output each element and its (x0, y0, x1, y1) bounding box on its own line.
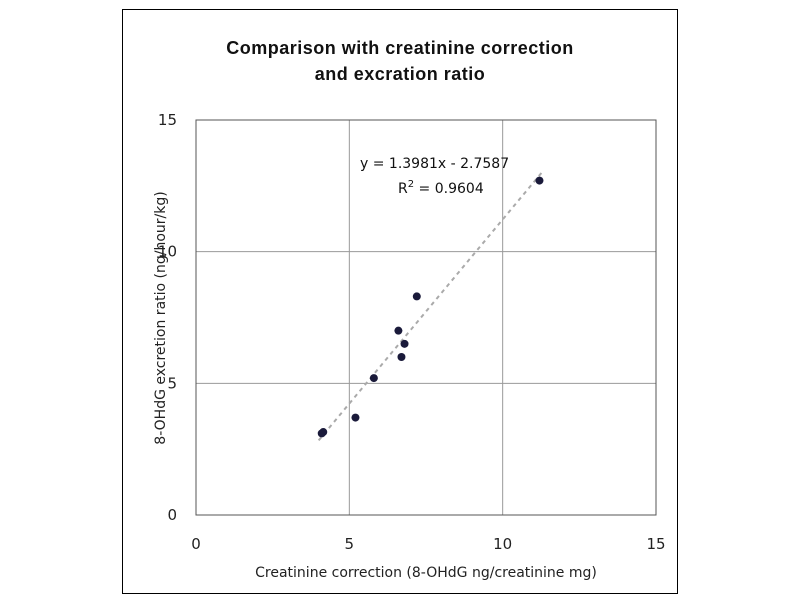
x-axis-label: Creatinine correction (8-OHdG ng/creatin… (255, 565, 597, 581)
data-point (369, 374, 378, 383)
r-squared-label: R2 = 0.9604 (398, 179, 484, 197)
x-tick-label: 5 (345, 535, 355, 553)
data-point (319, 428, 328, 437)
chart-title-line-1: Comparison with creatinine correction (226, 38, 574, 58)
data-point (535, 176, 544, 185)
y-tick-labels: 0 5 10 15 (158, 111, 177, 524)
y-tick-label: 5 (167, 374, 177, 392)
data-point (394, 326, 403, 335)
chart-frame (122, 9, 678, 594)
y-axis-label: 8-OHdG excretion ratio (ng/hour/kg) (153, 191, 169, 444)
y-tick-label: 0 (167, 506, 177, 524)
grid-lines (196, 120, 656, 515)
trend-line (317, 170, 544, 442)
r-squared-superscript: 2 (408, 179, 414, 190)
x-tick-label: 0 (191, 535, 201, 553)
x-tick-labels: 0 5 10 15 (191, 535, 665, 553)
data-point (397, 353, 406, 361)
data-point (400, 339, 409, 348)
r-squared-value: = 0.9604 (414, 181, 484, 197)
x-tick-label: 15 (646, 535, 665, 553)
data-point (351, 413, 360, 422)
y-tick-label: 10 (158, 243, 177, 261)
r-squared-prefix: R (398, 181, 408, 197)
data-point (412, 292, 421, 301)
y-tick-label: 15 (158, 111, 177, 129)
trend-equation: y = 1.3981x - 2.7587 (360, 156, 509, 172)
chart-title-line-2: and excration ratio (314, 64, 486, 84)
plot-area-border (195, 119, 657, 516)
x-tick-label: 10 (493, 535, 512, 553)
data-points (317, 176, 544, 438)
